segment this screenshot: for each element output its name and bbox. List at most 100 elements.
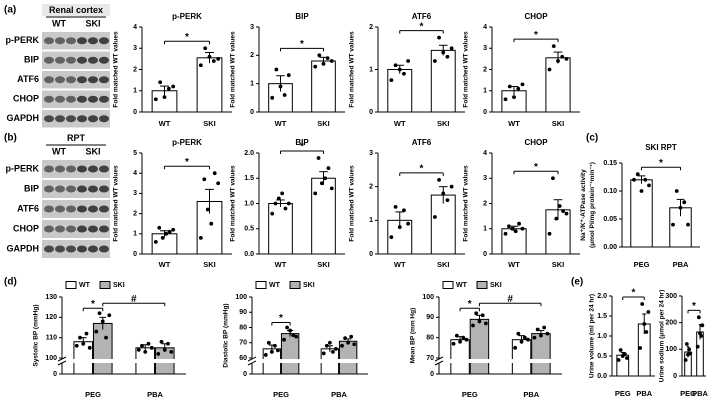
y-axis-label: Fold matched WT values [113,165,120,242]
y-tick-label: 90 [239,309,247,316]
data-point [319,181,324,186]
y-tick-label: 4 [133,170,137,177]
sig-marker: * [420,164,424,175]
y-axis-label: Fold matched WT values [113,31,120,108]
blot-band [55,76,65,84]
data-point [273,201,278,206]
data-point [406,221,411,226]
y-tick-label: 100 [45,355,57,362]
blot-band [88,245,98,253]
y-tick-label: 70 [426,355,434,362]
chart-title: CHOP [524,138,548,147]
data-point [334,346,338,351]
x-tick-label: PEG [615,389,631,398]
data-point [510,226,515,231]
x-tick-label: WT [508,119,520,128]
data-point [291,333,296,338]
data-point [323,176,328,181]
y-tick-label: 2 [483,66,487,73]
x-tick-label: PBA [636,389,652,398]
bar [268,203,293,255]
data-point [282,93,287,97]
data-point [554,216,559,221]
blot-band [88,205,98,213]
data-point [483,321,488,326]
chart-title: p-PERK [172,138,202,147]
blot-band [99,115,109,123]
blot-row-label: BIP [24,183,39,193]
x-tick-label: WT [508,260,520,269]
data-point [513,229,518,234]
data-point [270,95,275,100]
x-tick-label: WT [275,119,287,128]
blot-band [55,205,65,213]
data-point [688,351,693,356]
data-point [171,227,176,232]
data-point [211,59,216,63]
data-point [285,325,289,330]
blot-band [88,76,98,84]
data-point [513,345,518,350]
y-tick-label: 3 [369,150,373,157]
data-point [274,67,279,72]
data-point [640,302,645,306]
y-axis-label: Fold matched WT values [349,165,356,242]
y-tick-label: 0.10 [603,188,617,195]
bar [469,318,490,375]
data-point [329,186,334,191]
data-point [198,63,203,68]
x-tick-label: WT [394,119,406,128]
y-tick-label: 60 [239,355,247,362]
blot-band [66,185,76,193]
data-point [522,335,527,340]
sig-marker: * [692,301,696,312]
data-point [526,337,530,342]
data-point [153,239,158,244]
blot-row-label: ATF6 [17,74,39,84]
y-tick-label: 2 [369,24,373,31]
data-point [445,54,450,59]
data-point [432,215,437,219]
legend-label: WT [269,282,281,289]
blot-band [55,56,65,64]
sig-marker: * [659,158,663,169]
data-point [696,315,701,320]
blot-band [55,245,65,253]
blot-band [99,76,109,84]
blot-row-label: GAPDH [6,113,39,123]
x-tick-label: SKI [437,260,450,269]
legend-label: SKI [490,282,502,289]
y-axis-label: Fold matched WT values [463,165,470,242]
blot-header: RPT [67,133,86,143]
data-point [402,208,406,213]
data-point [516,86,521,91]
y-tick-label: 0 [243,371,247,378]
data-point [520,226,525,231]
data-point [474,311,479,316]
blot-band [66,95,76,103]
data-point [327,340,332,345]
data-point [517,221,521,226]
blot-row-label: CHOP [13,94,39,104]
y-axis-label: Fold matched WT values [463,31,470,108]
blot-band [88,225,98,233]
data-point [622,352,627,356]
axis-break-mark [57,356,67,362]
blot-band [66,56,76,64]
blot-band [88,95,98,103]
blot-band [44,37,54,45]
x-tick-label: PBA [147,390,163,399]
data-point [547,67,552,72]
data-point [686,222,690,227]
data-point [157,225,162,230]
legend-swatch [442,281,454,289]
bar [430,194,456,255]
axis-break-gap [435,359,564,363]
data-point [340,343,344,348]
data-point [202,177,207,182]
data-point [209,221,214,226]
blot-band [99,37,109,45]
legend-swatch [65,281,77,289]
data-point [471,323,475,328]
blot-band [77,95,87,103]
